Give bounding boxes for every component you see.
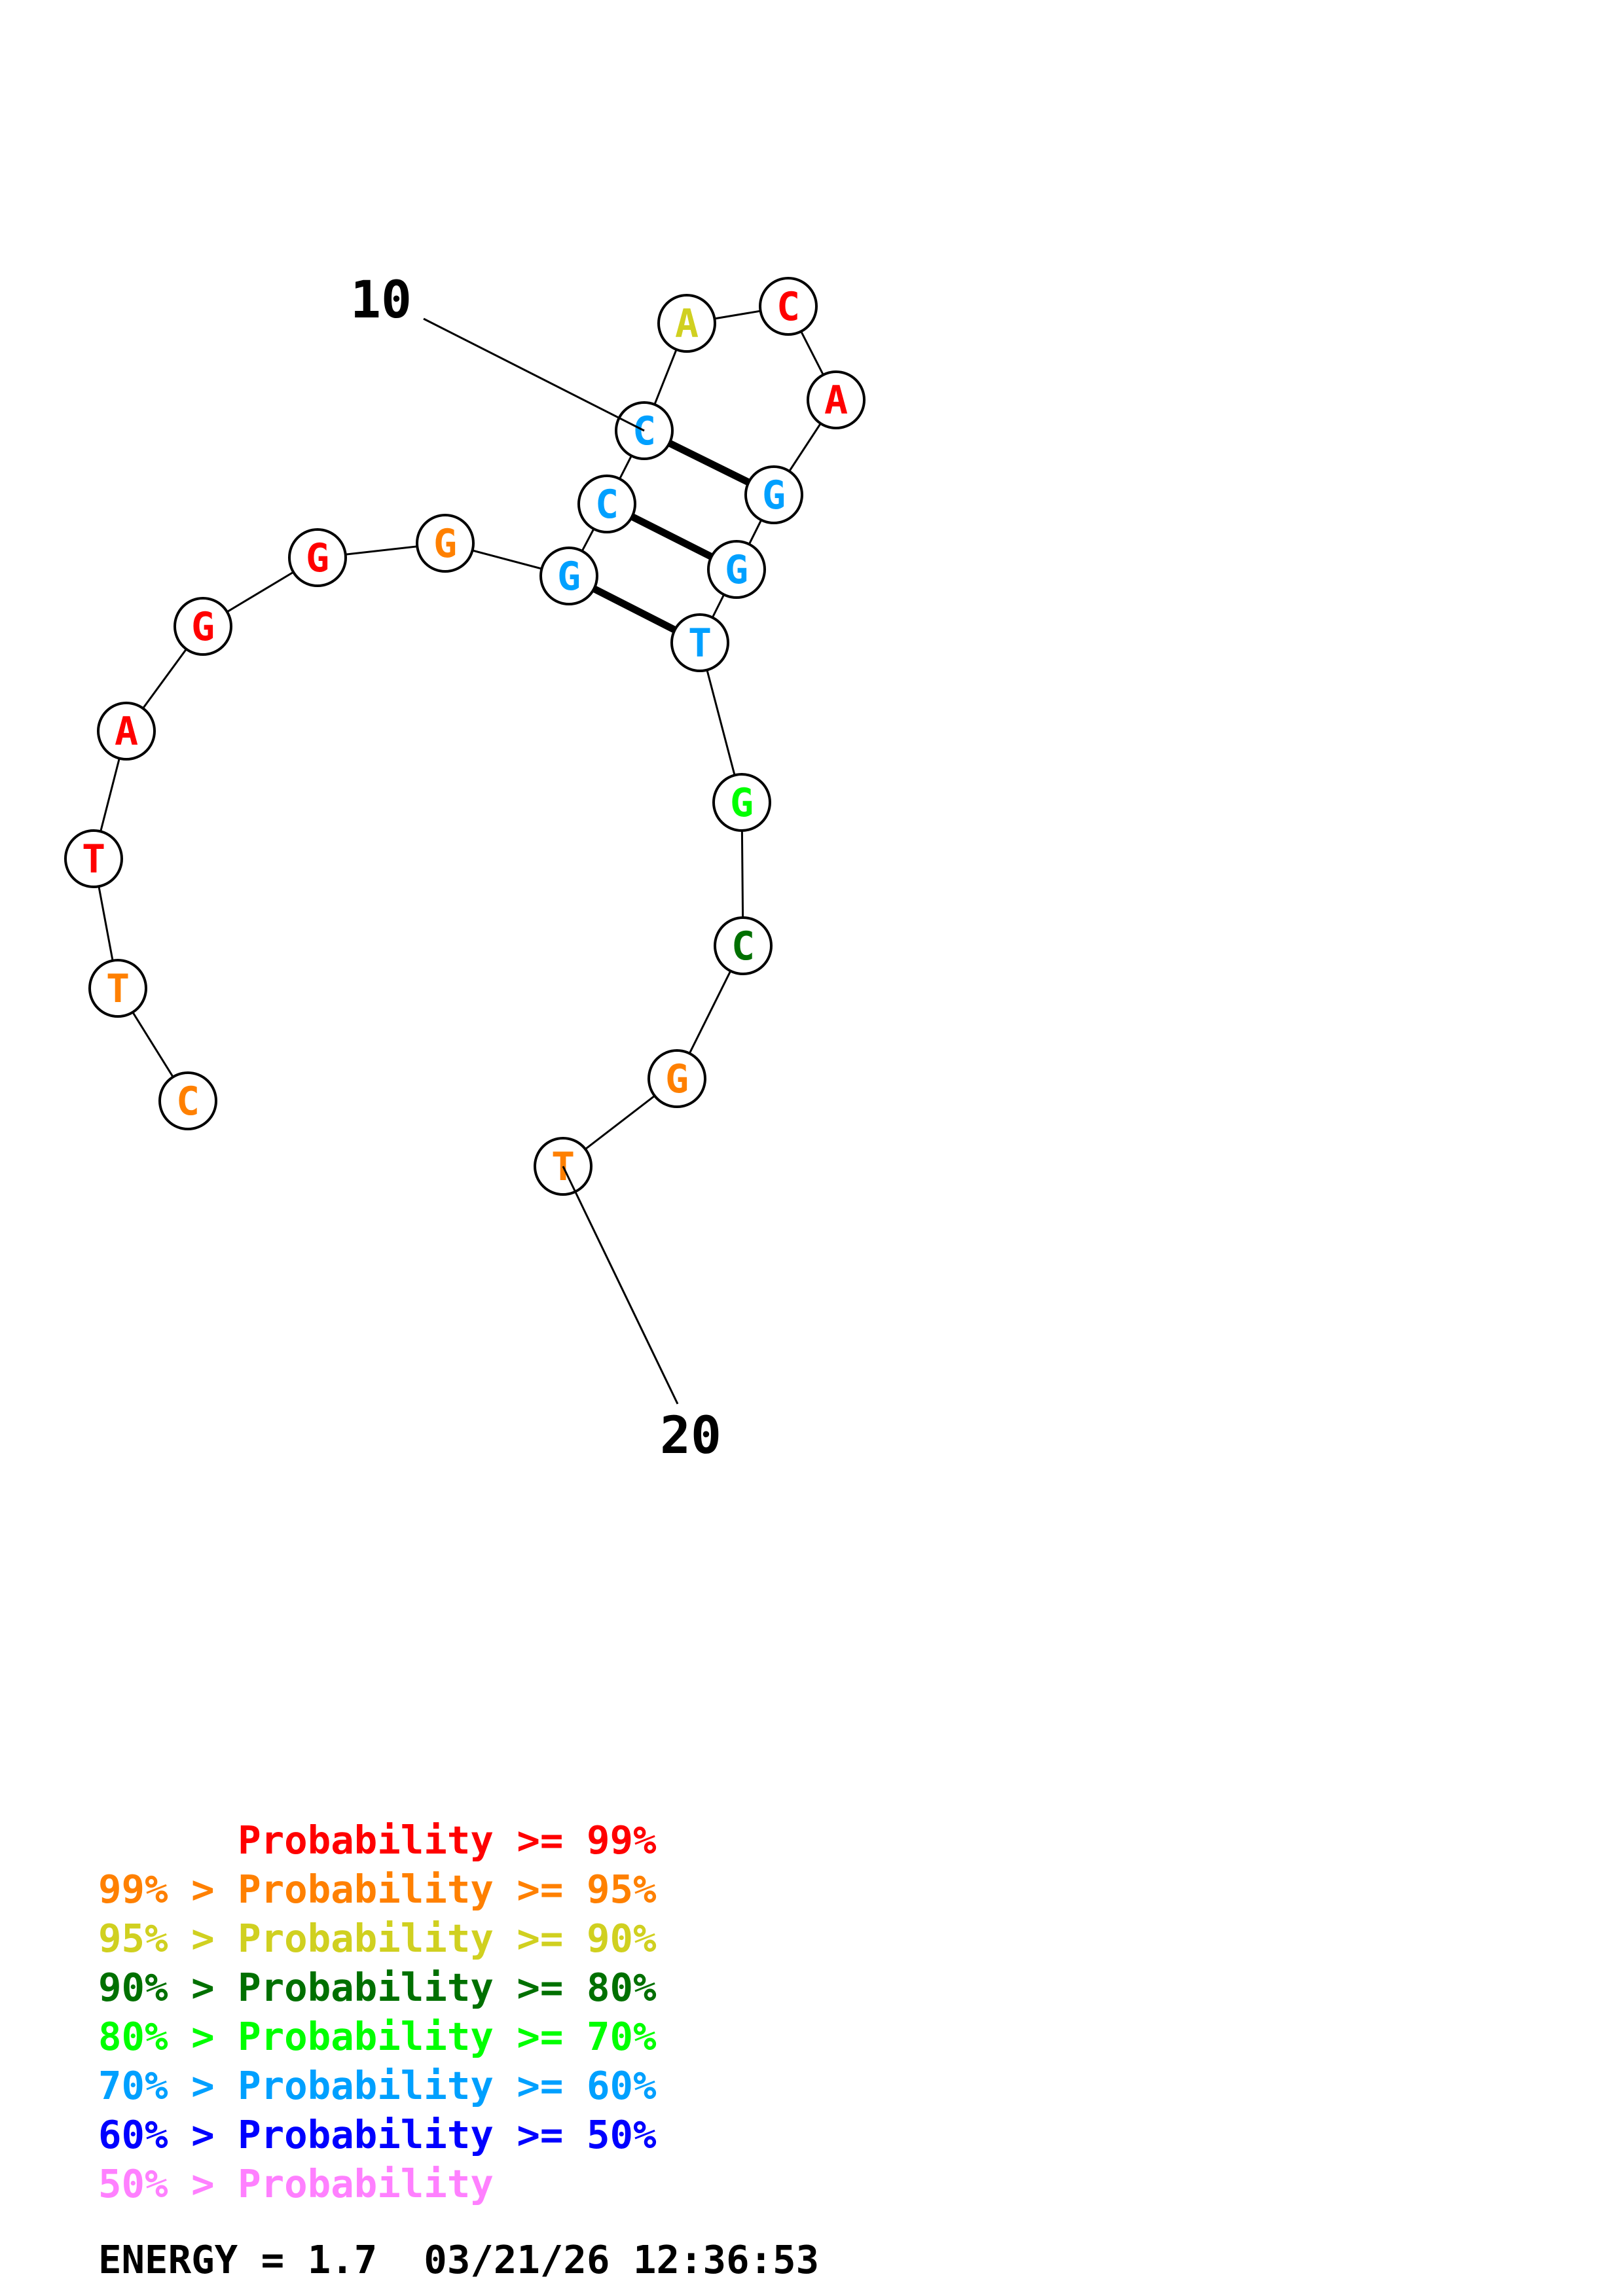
nucleotide-node: G [173, 597, 232, 656]
index-label-layer: 10 20 [350, 271, 721, 1465]
nucleotide-letter: A [675, 301, 699, 347]
legend-label: Probability >= 70% [238, 2014, 657, 2059]
nucleotide-circle [539, 547, 598, 605]
nucleotide-letter: G [665, 1056, 689, 1102]
legend-row: 60% > Probability >= 50% [98, 2115, 657, 2154]
nucleotide-circle [744, 465, 803, 524]
nucleotide-letter: T [688, 620, 712, 666]
legend-row: 80% > Probability >= 70% [98, 2017, 657, 2056]
legend-prefix: 50% > [98, 2161, 238, 2206]
nucleotide-circle [712, 773, 771, 832]
nucleotide-node: G [288, 528, 347, 587]
nucleotide-letter: G [433, 521, 457, 567]
legend-row: 90% > Probability >= 80% [98, 1968, 657, 2007]
nucleotide-letter: C [595, 482, 619, 528]
nucleotide-letter: G [557, 554, 581, 600]
nucleotide-circle [670, 613, 729, 672]
nucleotide-node: C [158, 1071, 217, 1130]
nucleotide-letter: G [762, 473, 786, 518]
base-pair-layer [567, 427, 776, 646]
nucleotide-node: T [88, 959, 147, 1018]
nucleotide-node: G [744, 465, 803, 524]
index-label-leader [423, 317, 645, 432]
legend-row: 99% > Probability >= 95% [98, 1870, 657, 1909]
nucleotide-node: A [97, 702, 156, 761]
legend-label: Probability >= 50% [238, 2112, 657, 2157]
legend-row: 50% > Probability [98, 2164, 494, 2203]
nucleotide-circle [707, 540, 766, 599]
nucleotide-letter: C [776, 284, 800, 330]
nucleotide-circle [416, 514, 475, 573]
legend-row: Probability >= 99% [98, 1821, 656, 1859]
nucleotide-circle [97, 702, 156, 761]
nucleotide-letter: G [725, 547, 748, 593]
nucleotide-letter: C [731, 924, 755, 969]
nucleotide-node: A [807, 370, 866, 429]
nucleotide-node: G [416, 514, 475, 573]
nucleotide-circle [288, 528, 347, 587]
legend-prefix: 99% > [98, 1867, 238, 1912]
nucleotide-letter: T [82, 836, 105, 882]
legend-prefix: 80% > [98, 2014, 238, 2059]
nucleotide-circle [158, 1071, 217, 1130]
nucleotide-node: G [707, 540, 766, 599]
nucleotide-circle [173, 597, 232, 656]
nucleotide-letter: A [824, 378, 848, 423]
legend-row: 95% > Probability >= 90% [98, 1919, 657, 1958]
legend-prefix: 95% > [98, 1916, 238, 1961]
nucleotide-circle [807, 370, 866, 429]
index-label-10: 10 [350, 271, 412, 330]
nucleotide-letter: C [632, 408, 656, 454]
nucleotide-letter: A [115, 709, 138, 755]
legend-prefix: 90% > [98, 1965, 238, 2010]
nucleotide-node: A [657, 294, 716, 353]
nucleotide-circle [759, 277, 818, 336]
legend-prefix [98, 1818, 238, 1863]
legend-label: Probability [238, 2161, 494, 2206]
legend-prefix: 60% > [98, 2112, 238, 2157]
nucleotide-node: T [670, 613, 729, 672]
nucleotide-node: G [539, 547, 598, 605]
nucleotide-letter: G [191, 604, 215, 650]
nucleotide-circle [647, 1049, 706, 1108]
legend-label: Probability >= 90% [238, 1916, 657, 1961]
nucleotide-letter: G [306, 535, 329, 581]
index-label-leader [562, 1166, 679, 1405]
nucleotide-node: G [647, 1049, 706, 1108]
nucleotide-node: C [759, 277, 818, 336]
backbone-layer [92, 305, 837, 1168]
index-label-20: 20 [660, 1407, 721, 1465]
nucleotide-circle [714, 916, 773, 975]
legend-prefix: 70% > [98, 2063, 238, 2108]
energy-footer: ENERGY = 1.7 03/21/26 12:36:53 [98, 2237, 820, 2282]
legend-label: Probability >= 99% [238, 1818, 657, 1863]
nucleotide-node: C [577, 475, 636, 533]
nucleotide-circle [657, 294, 716, 353]
nucleotide-letter: C [176, 1079, 200, 1124]
nucleotide-node: G [712, 773, 771, 832]
nucleotide-letter: T [106, 966, 130, 1012]
nucleotide-circle [64, 829, 123, 888]
nucleotide-circle [577, 475, 636, 533]
nucleotide-circle [88, 959, 147, 1018]
legend-label: Probability >= 80% [238, 1965, 657, 2010]
nucleotide-node: C [714, 916, 773, 975]
legend-label: Probability >= 60% [238, 2063, 657, 2108]
nucleotide-letter: G [730, 780, 754, 826]
nucleotide-node: T [64, 829, 123, 888]
legend-row: 70% > Probability >= 60% [98, 2066, 657, 2105]
legend-label: Probability >= 95% [238, 1867, 657, 1912]
